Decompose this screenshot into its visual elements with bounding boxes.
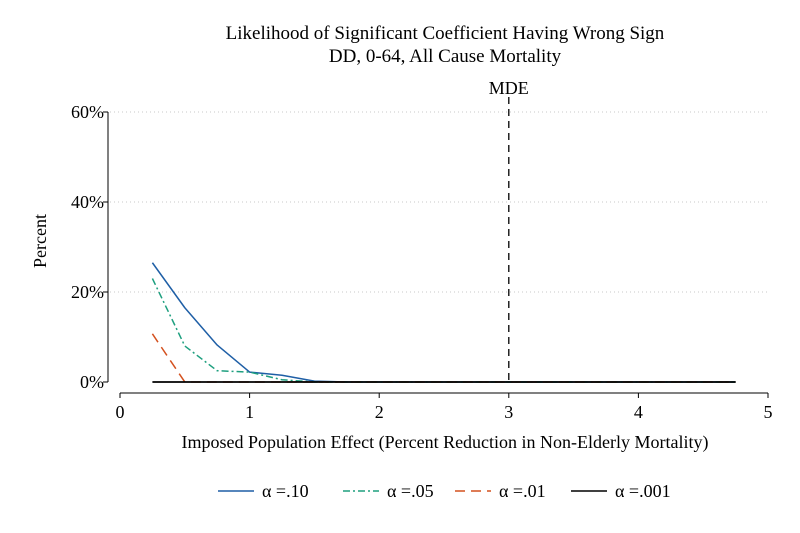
y-tick-label: 40% [71, 192, 104, 212]
chart-title: Likelihood of Significant Coefficient Ha… [226, 23, 665, 44]
series-line [151, 333, 736, 383]
x-tick-label: 0 [116, 402, 125, 422]
x-tick-label: 3 [504, 402, 513, 422]
x-tick-label: 2 [375, 402, 384, 422]
series-line [151, 278, 736, 383]
x-tick-label: 4 [634, 402, 643, 422]
mde-label: MDE [489, 78, 529, 98]
y-tick-label: 0% [80, 372, 104, 392]
series-line [151, 262, 736, 383]
legend-label: α =.001 [615, 481, 671, 501]
x-tick-label: 1 [245, 402, 254, 422]
x-tick-label: 5 [764, 402, 773, 422]
y-axis-label: Percent [30, 214, 50, 268]
series-lines [151, 262, 736, 383]
chart-subtitle: DD, 0-64, All Cause Mortality [329, 46, 562, 67]
legend-label: α =.01 [499, 481, 546, 501]
gridlines [110, 111, 768, 293]
legend-label: α =.05 [387, 481, 434, 501]
legend: α =.10 α =.05 α =.01 α =.001 [218, 481, 671, 501]
x-axis-label: Imposed Population Effect (Percent Reduc… [181, 432, 708, 453]
legend-label: α =.10 [262, 481, 309, 501]
axes: 0% 20% 40% 60% 0 1 2 3 4 5 [71, 102, 773, 422]
y-tick-label: 60% [71, 102, 104, 122]
y-tick-label: 20% [71, 282, 104, 302]
annotations: MDE [489, 78, 529, 382]
